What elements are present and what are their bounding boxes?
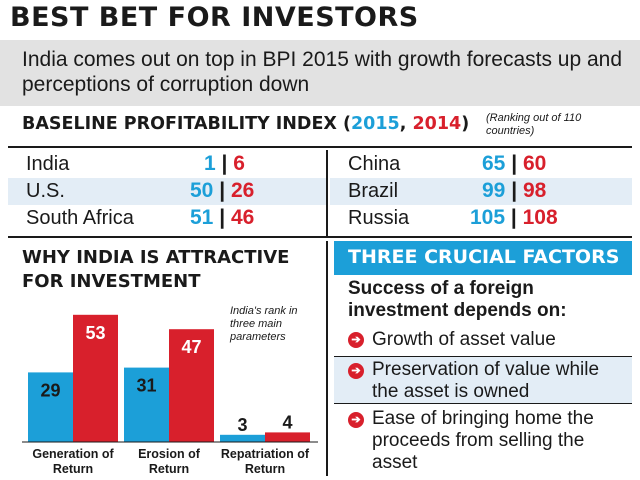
arrow-right-circle-icon: ➔ [348, 363, 364, 379]
rank-2015: 99 [482, 179, 506, 202]
bpi-paren-open: ( [336, 114, 351, 134]
rank-separator: | [511, 152, 518, 175]
factors-lead: Success of a foreign investment depends … [348, 278, 567, 321]
rank-note: India's rank in three main parameters [230, 305, 298, 343]
rank-values: 51 | 46 [190, 206, 254, 230]
rank-2015: 50 [190, 179, 214, 202]
rank-2015: 51 [190, 206, 214, 229]
rank-values: 105 | 108 [470, 206, 558, 230]
bar-2015-2 [124, 367, 169, 442]
rank-2014: 60 [522, 152, 547, 175]
bpi-row-china: China 65 | 60 [330, 151, 632, 178]
factor-text: Growth of asset value [372, 329, 556, 350]
factor-text: Ease of bringing home the proceeds from … [372, 408, 594, 473]
rank-values: 65 | 60 [482, 152, 546, 176]
bpi-row-south-africa: South Africa 51 | 46 [8, 205, 326, 232]
category-label: Generation of [32, 447, 114, 461]
country-name: India [26, 153, 70, 175]
factors-header: THREE CRUCIAL FACTORS [334, 241, 632, 275]
bar-value-label: 29 [40, 380, 60, 400]
country-name: Russia [348, 207, 410, 229]
bar-value-label: 3 [237, 415, 247, 435]
category-label: Repatriation of [221, 447, 310, 461]
rank-2014: 26 [230, 179, 255, 202]
bar-value-label: 4 [282, 412, 292, 432]
bar-2014-1 [73, 314, 118, 442]
bpi-bottom-rule [8, 236, 632, 238]
arrow-right-circle-icon: ➔ [348, 332, 364, 348]
arrow-right-circle-icon: ➔ [348, 412, 364, 428]
factor-divider [334, 356, 632, 357]
factor-text: Preservation of value while the asset is… [372, 359, 600, 402]
bpi-heading: BASELINE PROFITABILITY INDEX (2015, 2014… [22, 114, 469, 134]
factors-heading: THREE CRUCIAL FACTORS [348, 246, 620, 268]
rank-2015: 65 [482, 152, 506, 175]
why-india-heading: WHY INDIA IS ATTRACTIVE FOR INVESTMENT [22, 246, 322, 294]
bpi-row-brazil: Brazil 99 | 98 [330, 178, 632, 205]
factor-divider [334, 403, 632, 404]
rank-2014: 6 [233, 152, 245, 175]
country-name: U.S. [26, 180, 65, 202]
bpi-year-2015: 2015 [351, 114, 400, 134]
bar-value-label: 53 [85, 323, 105, 343]
why-title-line1: WHY INDIA IS ATTRACTIVE [22, 247, 290, 268]
why-title-line2: FOR INVESTMENT [22, 271, 201, 292]
rank-2014: 98 [522, 179, 547, 202]
rank-2015: 105 [470, 206, 506, 229]
intro-text: India comes out on top in BPI 2015 with … [22, 48, 623, 96]
bpi-top-rule [8, 146, 632, 148]
rank-separator: | [511, 179, 518, 202]
bar-2015-1 [28, 372, 73, 442]
bpi-row-india: India 1 | 6 [8, 151, 326, 178]
factor-item: ➔ Preservation of value while the asset … [334, 357, 632, 403]
bar-2014-3 [265, 432, 310, 442]
bar-value-label: 31 [136, 376, 156, 396]
bpi-comma: , [399, 114, 413, 134]
bpi-row-russia: Russia 105 | 108 [330, 205, 632, 232]
bpi-ranking-note: (Ranking out of 110 countries) [486, 112, 582, 137]
bar-2015-3 [220, 434, 265, 442]
category-label: Return [53, 462, 93, 476]
bpi-row-us: U.S. 50 | 26 [8, 178, 326, 205]
factor-item: ➔ Growth of asset value [334, 326, 632, 356]
bpi-paren-close: ) [461, 114, 470, 134]
country-name: China [348, 153, 401, 175]
country-name: South Africa [26, 207, 134, 229]
bpi-year-2014: 2014 [412, 114, 462, 134]
rank-separator: | [219, 179, 226, 202]
rank-values: 50 | 26 [190, 179, 254, 203]
country-name: Brazil [348, 180, 399, 202]
rank-values: 99 | 98 [482, 179, 546, 203]
rank-separator: | [510, 206, 517, 229]
page-title: BEST BET FOR INVESTORS [10, 2, 419, 33]
bar-value-label: 47 [181, 337, 201, 357]
rank-2014: 46 [230, 206, 255, 229]
rank-2014: 108 [522, 206, 558, 229]
category-label: Return [149, 462, 189, 476]
category-label: Return [245, 462, 285, 476]
factor-item: ➔ Ease of bringing home the proceeds fro… [334, 404, 632, 476]
bpi-column-divider [326, 150, 328, 236]
rank-2015: 1 [204, 152, 216, 175]
rank-separator: | [221, 152, 228, 175]
section-divider [326, 241, 328, 476]
bar-2014-2 [169, 329, 214, 442]
intro-banner: India comes out on top in BPI 2015 with … [0, 40, 640, 106]
category-label: Erosion of [138, 447, 201, 461]
rank-values: 1 | 6 [204, 152, 245, 176]
rank-separator: | [219, 206, 226, 229]
bpi-heading-text: BASELINE PROFITABILITY INDEX [22, 114, 337, 134]
